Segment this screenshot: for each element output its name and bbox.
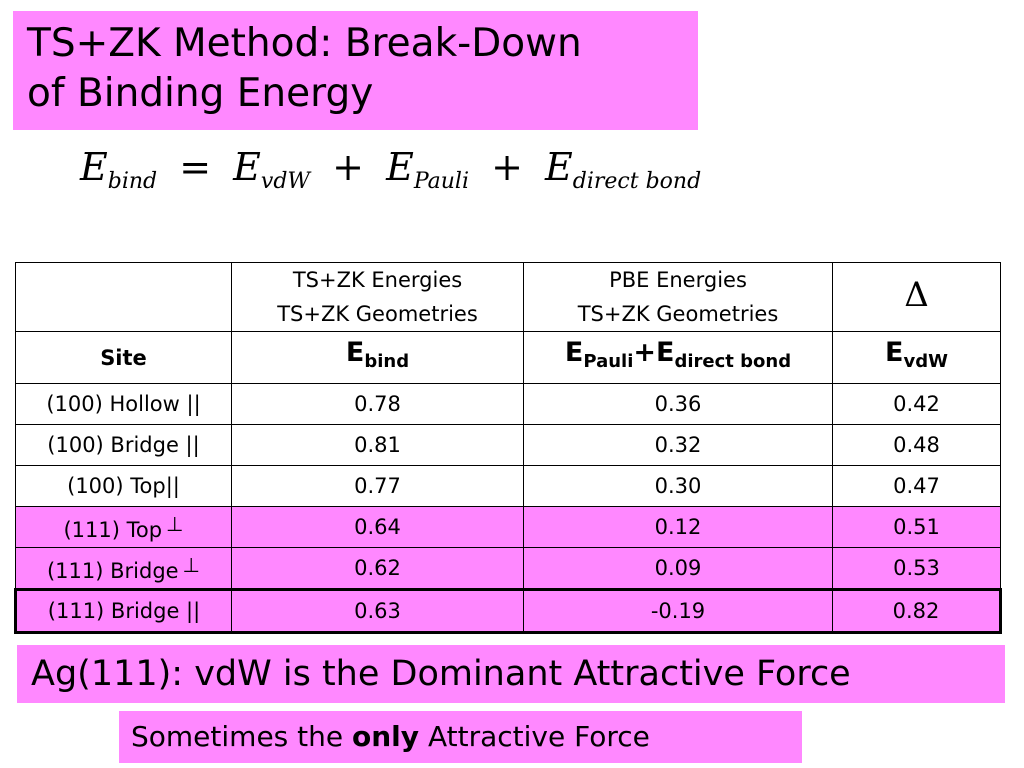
table-row: (111) Bridge ⊥ 0.62 0.09 0.53 (15, 547, 1001, 590)
pauli-direct-header: EPauli+Edirect bond (523, 331, 833, 384)
ebind-cell: 0.63 (231, 588, 524, 634)
slide-title: TS+ZK Method: Break-Down of Binding Ener… (13, 11, 698, 130)
pauli-direct-cell: 0.32 (523, 424, 833, 466)
table-row-highlighted: (111) Bridge || 0.63 -0.19 0.82 (14, 588, 1002, 634)
evdw-header: EvdW (832, 331, 1001, 384)
sub-conclusion-banner: Sometimes the only Attractive Force (119, 711, 802, 763)
pauli-direct-cell: 0.30 (523, 465, 833, 507)
energy-breakdown-table: TS+ZK Energies TS+ZK Geometries PBE Ener… (14, 262, 1002, 634)
formula-e-pauli: EPauli (386, 145, 469, 194)
ebind-cell: 0.81 (231, 424, 524, 466)
perpendicular-icon: ⊥ (182, 553, 201, 577)
table-row: (100) Hollow || 0.78 0.36 0.42 (15, 383, 1001, 425)
site-cell: (100) Top|| (15, 465, 232, 507)
ebind-cell: 0.64 (231, 506, 524, 548)
header-delta: Δ (832, 262, 1001, 332)
formula-e-vdw: EvdW (233, 145, 311, 194)
evdw-cell: 0.48 (832, 424, 1001, 466)
title-line-1: TS+ZK Method: Break-Down (27, 21, 582, 66)
perpendicular-icon: ⊥ (166, 512, 184, 536)
pauli-direct-cell: 0.36 (523, 383, 833, 425)
table-row: (111) Top ⊥ 0.64 0.12 0.51 (15, 506, 1001, 548)
emphasis-text: only (352, 720, 420, 753)
binding-energy-formula: Ebind = EvdW + EPauli + Edirect bond (80, 145, 701, 205)
header-empty-cell (15, 262, 232, 332)
evdw-cell: 0.42 (832, 383, 1001, 425)
table-header-row: TS+ZK Energies TS+ZK Geometries PBE Ener… (15, 262, 1001, 332)
header-pbe-energies: PBE Energies TS+ZK Geometries (523, 262, 833, 332)
evdw-cell: 0.82 (832, 588, 1002, 634)
title-line-2: of Binding Energy (27, 71, 374, 116)
formula-plus: + (491, 145, 523, 189)
pauli-direct-cell: 0.12 (523, 506, 833, 548)
site-cell: (100) Hollow || (15, 383, 232, 425)
ebind-cell: 0.78 (231, 383, 524, 425)
pauli-direct-cell: -0.19 (523, 588, 833, 634)
header-tszk-energies: TS+ZK Energies TS+ZK Geometries (231, 262, 524, 332)
formula-equals: = (179, 145, 212, 189)
table-row: (100) Bridge || 0.81 0.32 0.48 (15, 424, 1001, 466)
site-cell: (111) Bridge ⊥ (15, 547, 232, 590)
ebind-cell: 0.62 (231, 547, 524, 590)
pauli-direct-cell: 0.09 (523, 547, 833, 590)
formula-e-direct-bond: Edirect bond (545, 145, 702, 194)
evdw-cell: 0.47 (832, 465, 1001, 507)
table-row: (100) Top|| 0.77 0.30 0.47 (15, 465, 1001, 507)
ebind-header: Ebind (231, 331, 524, 384)
formula-plus: + (332, 145, 364, 189)
site-header: Site (15, 331, 232, 384)
site-cell: (111) Bridge || (14, 588, 232, 634)
table-subheader-row: Site Ebind EPauli+Edirect bond EvdW (15, 331, 1001, 384)
ebind-cell: 0.77 (231, 465, 524, 507)
conclusion-banner: Ag(111): vdW is the Dominant Attractive … (17, 645, 1005, 703)
evdw-cell: 0.51 (832, 506, 1001, 548)
evdw-cell: 0.53 (832, 547, 1001, 590)
formula-e-bind: Ebind (80, 145, 158, 194)
site-cell: (100) Bridge || (15, 424, 232, 466)
site-cell: (111) Top ⊥ (15, 506, 232, 548)
